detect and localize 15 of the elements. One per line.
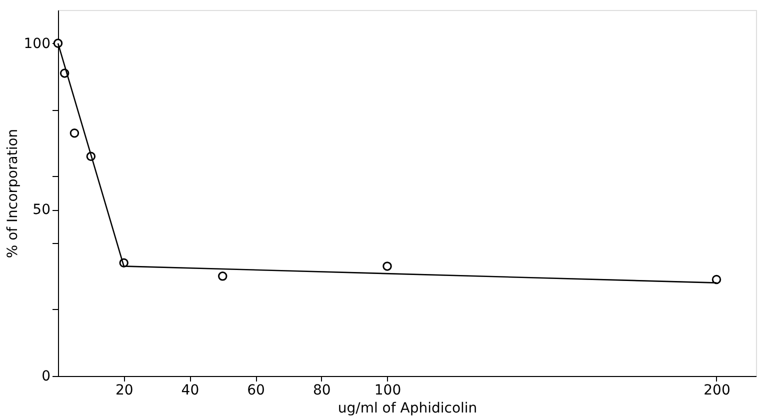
point [218, 272, 228, 281]
x-tick-label: 20 [115, 382, 134, 398]
x-tick-label: 60 [247, 382, 265, 398]
y-axis-title: % of Incorporation [4, 128, 21, 258]
x-tick-label: 40 [181, 382, 200, 398]
y-tick-label: 0 [42, 368, 50, 384]
x-tick-label: 100 [374, 382, 402, 398]
x-tick-label: 200 [704, 382, 730, 398]
x-tick-label: 80 [312, 382, 331, 398]
point [712, 274, 722, 284]
y-tick-label: 50 [32, 202, 50, 218]
point [382, 262, 392, 271]
x-axis-title: ug/ml of Aphidicolin [338, 400, 478, 416]
y-tick-label: 100 [24, 36, 50, 52]
point [70, 128, 80, 138]
